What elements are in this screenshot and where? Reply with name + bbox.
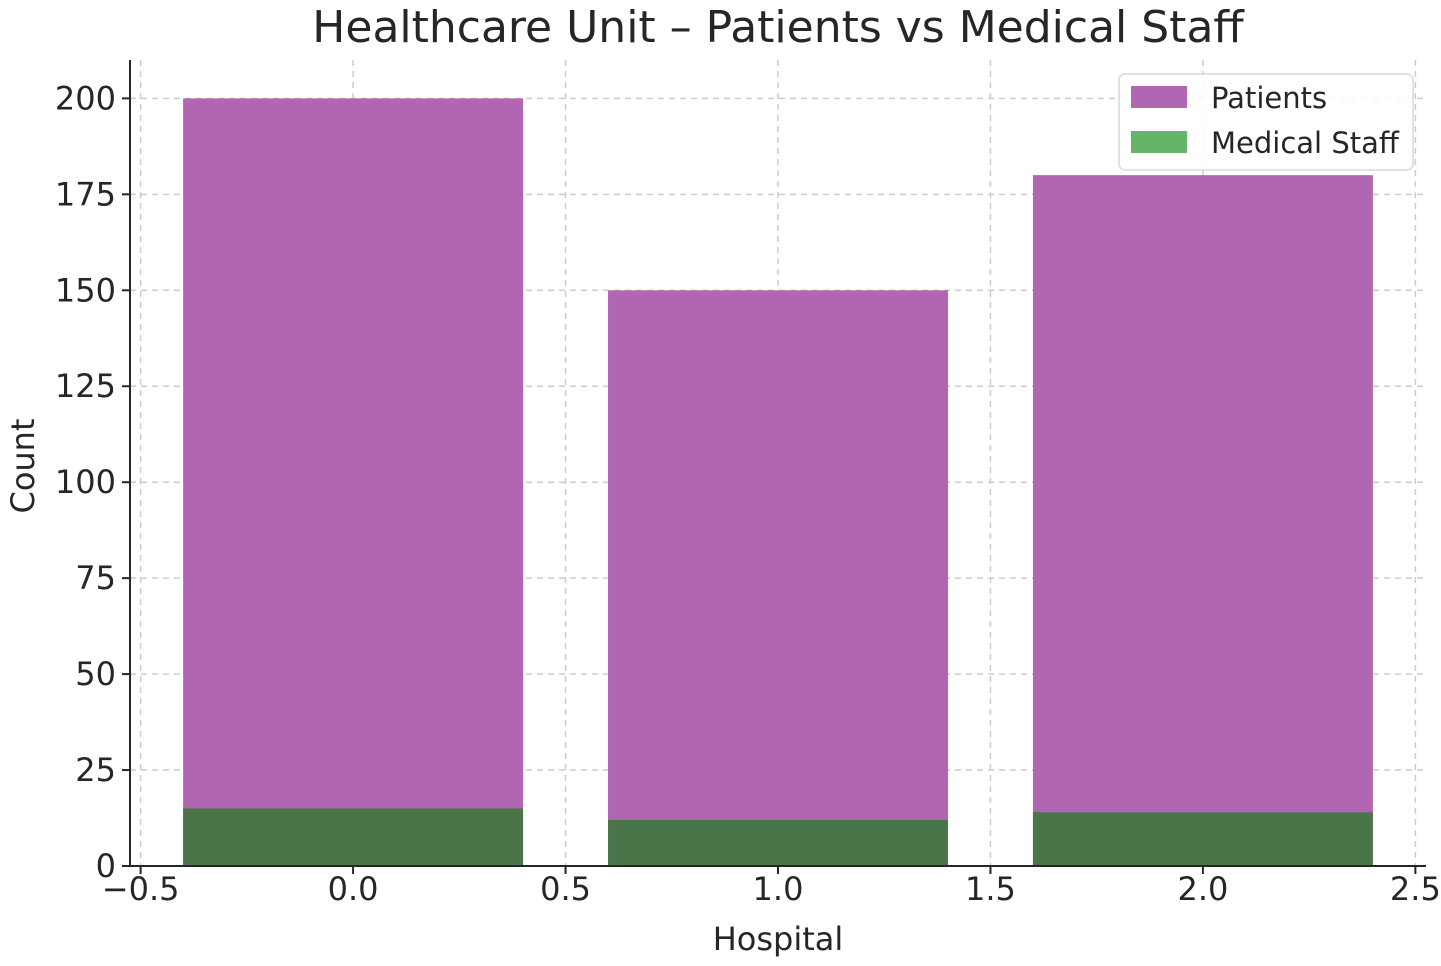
bar-medical-staff-0: [183, 808, 524, 866]
bars: [183, 98, 1373, 867]
legend-box: [1118, 73, 1414, 171]
y-tick-label: 150: [55, 271, 116, 309]
x-tick-label: 1.0: [753, 870, 804, 908]
legend-label: Patients: [1211, 81, 1327, 115]
y-tick-label: 25: [75, 751, 116, 789]
y-tick-label: 50: [75, 655, 116, 693]
x-axis-label: Hospital: [713, 920, 844, 958]
bar-patients-0: [183, 98, 524, 866]
chart-title: Healthcare Unit – Patients vs Medical St…: [312, 2, 1245, 53]
x-tick-label: 2.0: [1177, 870, 1228, 908]
x-tick-label: 1.5: [965, 870, 1016, 908]
y-tick-label: 175: [55, 175, 116, 213]
ticks: −0.5 0.0 0.5 1.0 1.5 2.0 2.5 0 25 50 75 100 125 150 17…: [55, 79, 1441, 908]
y-tick-label: 125: [55, 367, 116, 405]
x-tick-label: 2.5: [1390, 870, 1441, 908]
legend-swatch: [1131, 86, 1187, 108]
x-tick-label: −0.5: [102, 870, 180, 908]
legend-label: Medical Staff: [1211, 126, 1400, 160]
y-tick-label: 75: [75, 559, 116, 597]
y-tick-label: 100: [55, 463, 116, 501]
bar-patients-2: [1032, 175, 1373, 867]
bar-medical-staff-1: [608, 819, 948, 866]
y-tick-label: 200: [55, 79, 116, 117]
legend: Patients Medical Staff: [1118, 73, 1414, 171]
bar-medical-staff-2: [1032, 812, 1373, 866]
y-tick-label: 0: [96, 847, 116, 885]
x-tick-label: 0.5: [540, 870, 591, 908]
y-axis-label: Count: [4, 418, 42, 513]
bar-patients-1: [608, 290, 948, 866]
x-tick-label: 0.0: [328, 870, 379, 908]
legend-swatch: [1131, 131, 1187, 153]
